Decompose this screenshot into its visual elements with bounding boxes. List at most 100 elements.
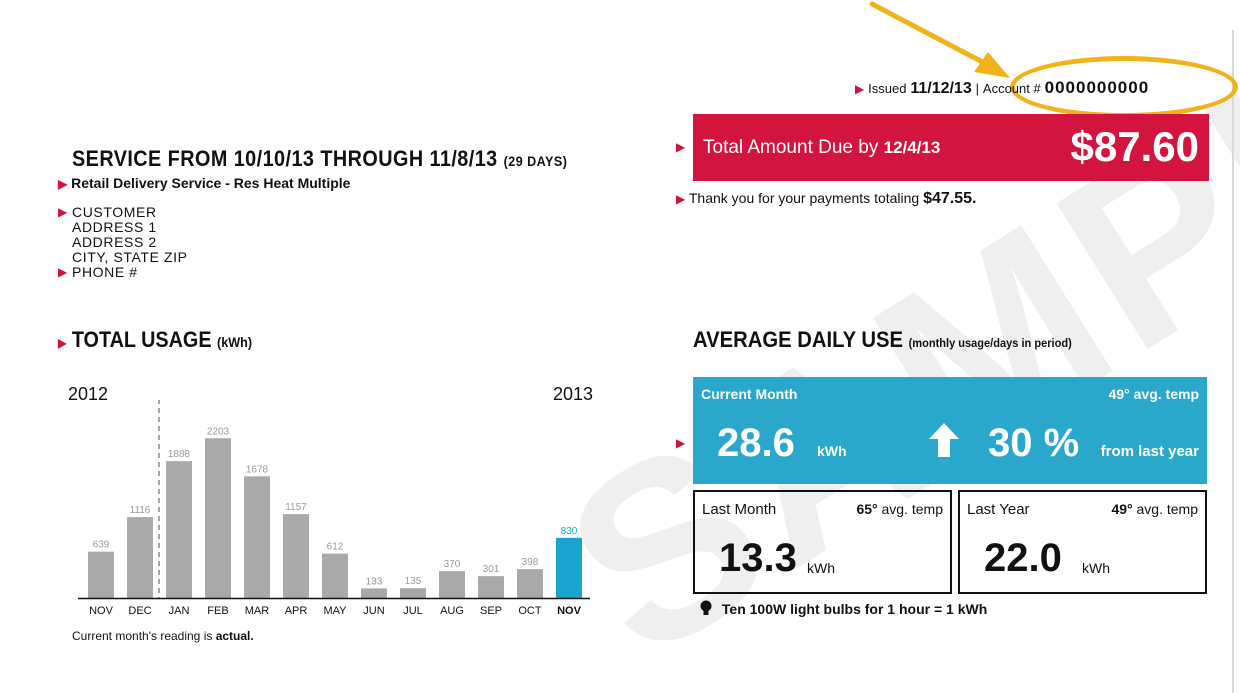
usage-bar-12 <box>556 537 582 598</box>
customer-address2: ADDRESS 2 <box>72 234 157 250</box>
last-year-temp: 49° avg. temp <box>1111 501 1198 517</box>
last-month-temp-value: 65° <box>856 501 878 517</box>
usage-bar-5 <box>283 514 309 598</box>
usage-bar-3 <box>205 438 231 598</box>
bar-value-label: 370 <box>444 559 461 570</box>
total-due-text: Total Amount Due by <box>703 137 879 158</box>
month-tick-label: MAR <box>245 605 270 617</box>
bar-value-label: 1116 <box>130 505 151 516</box>
month-tick-label: APR <box>285 605 308 617</box>
month-tick-label: OCT <box>518 605 542 617</box>
month-tick-label: NOV <box>89 605 114 617</box>
usage-bar-1 <box>127 517 153 598</box>
usage-bar-6 <box>322 553 348 598</box>
issued-date: 11/12/13 <box>910 80 972 97</box>
payments-line: ▶ Thank you for your payments totaling $… <box>676 190 977 208</box>
year-label-2012: 2012 <box>68 384 109 404</box>
month-tick-label: MAY <box>323 605 347 617</box>
triangle-bullet-icon: ▶ <box>58 177 68 191</box>
total-due-label: Total Amount Due by 12/4/13 <box>703 137 940 159</box>
bar-value-label: 830 <box>561 526 578 537</box>
usage-bar-4 <box>244 476 270 598</box>
total-usage-title: ▶ TOTAL USAGE (kWh) <box>58 327 252 353</box>
change-percent: 30 % <box>988 421 1080 465</box>
year-label-2013: 2013 <box>553 384 594 404</box>
light-bulb-icon <box>700 600 712 615</box>
last-month-unit: kWh <box>807 560 835 576</box>
usage-bar-7 <box>361 588 387 598</box>
issued-separator: | <box>975 81 980 96</box>
customer-city-state-zip: CITY, STATE ZIP <box>72 249 188 265</box>
triangle-bullet-icon: ▶ <box>855 82 865 96</box>
total-usage-unit: (kWh) <box>217 334 253 350</box>
last-month-value: 13.3 <box>719 536 797 580</box>
month-tick-label: JUL <box>403 605 423 617</box>
service-period-title: SERVICE FROM 10/10/13 THROUGH 11/8/13 (2… <box>72 146 567 172</box>
customer-phone-row: ▶ PHONE # <box>58 265 188 280</box>
current-month-label: Current Month <box>701 386 798 402</box>
last-year-panel: Last Year 49° avg. temp 22.0 kWh <box>958 490 1207 594</box>
usage-bar-2 <box>166 461 192 598</box>
month-tick-label: SEP <box>480 605 502 617</box>
month-tick-label: FEB <box>207 605 228 617</box>
account-number: 0000000000 <box>1044 78 1150 97</box>
bar-value-label: 1678 <box>246 464 269 475</box>
triangle-bullet-icon: ▶ <box>676 436 686 450</box>
usage-bar-8 <box>400 588 426 598</box>
total-due-banner: Total Amount Due by 12/4/13 $87.60 <box>693 114 1209 181</box>
issued-account-line: ▶ Issued 11/12/13 | Account # 0000000000 <box>855 78 1149 98</box>
month-tick-label: JUN <box>363 605 384 617</box>
last-year-label: Last Year <box>967 501 1030 518</box>
bulb-note-text: Ten 100W light bulbs for 1 hour = 1 kWh <box>721 601 988 617</box>
reading-note-text: Current month's reading is <box>72 629 213 643</box>
payments-text: Thank you for your payments totaling <box>688 190 920 206</box>
last-month-panel: Last Month 65° avg. temp 13.3 kWh <box>693 490 952 594</box>
customer-name-row: ▶ CUSTOMER <box>58 205 188 220</box>
bar-value-label: 301 <box>483 564 500 575</box>
change-label: from last year <box>1100 443 1199 460</box>
triangle-bullet-icon: ▶ <box>676 140 686 154</box>
last-month-temp: 65° avg. temp <box>856 501 943 517</box>
usage-bar-chart: 639 NOV 1116 DEC 1888 JAN 2203 FEB 1678 MAR 1157 AP… <box>78 400 590 617</box>
triangle-bullet-icon: ▶ <box>58 205 68 219</box>
service-type-line: ▶ Retail Delivery Service - Res Heat Mul… <box>58 175 350 191</box>
bar-value-label: 639 <box>93 540 110 551</box>
usage-bar-11 <box>517 569 543 598</box>
last-year-unit: kWh <box>1082 560 1110 576</box>
reading-note-value: actual. <box>215 629 254 643</box>
current-month-value: 28.6 <box>717 421 795 465</box>
month-tick-label: JAN <box>169 605 190 617</box>
triangle-bullet-icon: ▶ <box>58 265 68 279</box>
service-days: (29 DAYS) <box>503 153 568 169</box>
last-year-temp-label: avg. temp <box>1136 501 1198 517</box>
reading-note: Current month's reading is actual. <box>72 629 254 643</box>
bar-value-label: 398 <box>522 557 539 568</box>
customer-address-block: ▶ CUSTOMER ADDRESS 1 ADDRESS 2 CITY, STA… <box>58 205 188 280</box>
usage-bar-9 <box>439 571 465 598</box>
total-due-date: 12/4/13 <box>883 138 941 157</box>
current-month-temp: 49° avg. temp <box>1108 386 1199 402</box>
usage-bar-10 <box>478 576 504 598</box>
average-title-text: AVERAGE DAILY USE <box>693 327 903 352</box>
bar-value-label: 612 <box>327 542 344 553</box>
current-month-panel: Current Month 49° avg. temp 28.6 kWh 30 … <box>693 377 1207 484</box>
customer-phone: PHONE # <box>72 264 138 280</box>
average-subtitle: (monthly usage/days in period) <box>908 336 1072 350</box>
payments-amount: $47.55. <box>923 190 977 207</box>
month-tick-label: AUG <box>440 605 464 617</box>
customer-address1: ADDRESS 1 <box>72 219 157 235</box>
last-month-label: Last Month <box>702 501 777 518</box>
service-period-text: SERVICE FROM 10/10/13 THROUGH 11/8/13 <box>72 146 498 171</box>
last-year-value: 22.0 <box>984 536 1062 580</box>
page-edge-line <box>1232 30 1234 693</box>
usage-bar-0 <box>88 551 114 598</box>
issued-label: Issued <box>868 81 907 96</box>
last-year-temp-value: 49° <box>1111 501 1133 517</box>
account-label: Account # <box>982 81 1041 96</box>
bar-value-label: 135 <box>405 576 422 587</box>
customer-name: CUSTOMER <box>72 204 157 220</box>
triangle-bullet-icon: ▶ <box>58 336 67 350</box>
annotation-arrow-icon <box>869 1 1010 78</box>
bar-value-label: 133 <box>366 576 383 587</box>
total-usage-text: TOTAL USAGE <box>71 327 212 352</box>
